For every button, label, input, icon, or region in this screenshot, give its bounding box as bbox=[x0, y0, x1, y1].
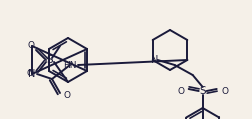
Text: N: N bbox=[28, 69, 36, 79]
Text: O: O bbox=[27, 42, 35, 50]
Text: O: O bbox=[26, 69, 34, 79]
Text: O: O bbox=[177, 87, 184, 96]
Text: N: N bbox=[151, 55, 158, 65]
Text: O: O bbox=[221, 87, 228, 96]
Text: S: S bbox=[47, 55, 53, 65]
Text: HN: HN bbox=[63, 60, 77, 69]
Text: S: S bbox=[199, 86, 206, 96]
Text: O: O bbox=[64, 91, 71, 99]
